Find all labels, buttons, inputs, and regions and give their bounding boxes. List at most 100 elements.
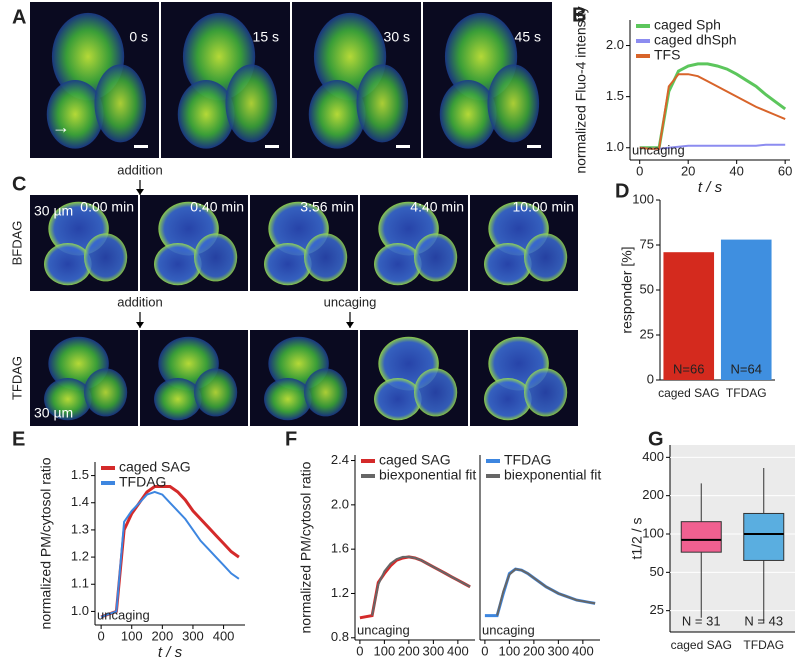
x-tick-label: 100 [499,643,521,658]
box [680,521,722,553]
y-axis-label: responder [%] [619,246,635,333]
arrow-head [136,189,144,195]
cell [414,233,458,282]
annotation: uncaging [97,607,150,622]
y-tick-label: 2.0 [331,496,349,511]
legend-label: caged SAG [119,459,191,475]
panel-label: G [648,428,664,450]
y-tick-label: 1.0 [71,603,89,618]
panel-label: B [572,4,586,26]
row-label: BFDAG [9,221,24,266]
y-tick-label: 25 [640,326,654,341]
cell [487,64,540,143]
y-axis-label: t1/2 / s [629,517,645,559]
panel-label: E [12,428,25,450]
bar-annotation: N=66 [673,361,704,376]
legend-label: TFDAG [504,452,551,468]
row-label: TFDAG [9,356,24,400]
scale-bar [396,145,410,148]
cell [304,368,348,417]
scale-bar [527,145,541,148]
x-tick-label: 0 [356,643,363,658]
legend-label: TFS [654,47,680,63]
annotation: uncaging [632,142,685,157]
x-tick-label: TFDAG [743,638,784,652]
panel-label: F [285,428,297,450]
cell [84,233,128,282]
cell [308,80,366,149]
x-tick-label: caged SAG [671,638,732,652]
timestamp: 0:00 min [80,199,134,215]
y-axis-label: normalized PM/cytosol ratio [38,457,54,629]
cell [484,243,532,286]
x-tick-label: caged SAG [658,386,719,400]
x-tick-label: 300 [423,643,445,658]
cell [44,243,92,286]
x-tick-label: 100 [121,628,143,643]
series-line [371,555,471,616]
box-annotation: N = 43 [744,613,783,628]
timestamp: 10:00 min [513,199,574,215]
cell [439,80,497,149]
x-tick-label: 0 [636,163,643,178]
y-tick-label: 100 [632,191,654,206]
y-tick-label: 2.4 [331,452,349,467]
y-tick-label: 50 [650,564,664,579]
series-line [359,555,471,620]
timestamp: 30 s [384,29,410,45]
legend-label: TFDAG [119,474,166,490]
x-tick-label: 200 [151,628,173,643]
bar-annotation: N=64 [731,361,762,376]
series-line [639,143,786,150]
legend-label: caged SAG [379,452,451,468]
y-tick-label: 0.8 [331,629,349,644]
y-tick-label: 1.2 [71,549,89,564]
timestamp: 0 s [129,29,148,45]
y-tick-label: 75 [640,236,654,251]
cell [304,233,348,282]
y-tick-label: 1.3 [71,521,89,536]
timestamp: 4:40 min [410,199,464,215]
x-tick-label: 200 [398,643,420,658]
arrow-label: uncaging [324,294,377,309]
y-tick-label: 2.0 [606,37,624,52]
cell [524,368,568,417]
arrow-head [346,322,354,328]
y-tick-label: 1.6 [331,541,349,556]
y-tick-label: 0 [647,371,654,386]
y-tick-label: 200 [642,487,664,502]
cell [84,368,128,417]
y-tick-label: 400 [642,449,664,464]
panel-label: D [615,180,629,202]
y-tick-label: 50 [640,281,654,296]
y-tick-label: 1.4 [71,494,89,509]
series-line [639,73,786,150]
y-tick-label: 25 [650,602,664,617]
x-tick-label: TFDAG [726,386,767,400]
arrow: → [52,117,70,137]
x-axis-label: t / s [158,644,183,660]
x-tick-label: 300 [182,628,204,643]
cell [44,378,92,421]
cell [154,378,202,421]
cell [225,64,278,143]
x-tick-label: 100 [374,643,396,658]
x-tick-label: 60 [778,163,792,178]
cell [264,378,312,421]
annotation: uncaging [357,622,410,637]
x-tick-label: 400 [213,628,235,643]
x-tick-label: 40 [729,163,743,178]
bar [663,252,715,380]
legend-label: biexponential fit [379,467,476,483]
panel-label: A [12,6,26,28]
x-tick-label: 20 [681,163,695,178]
scale-bar [134,145,148,148]
arrow-label: addition [117,294,163,309]
cell [194,368,238,417]
legend-label: caged dhSph [654,32,737,48]
legend-label: biexponential fit [504,467,601,483]
y-axis-label: normalized Fluo-4 intensity [573,6,589,173]
box [743,512,785,561]
x-tick-label: 200 [523,643,545,658]
cell [414,368,458,417]
